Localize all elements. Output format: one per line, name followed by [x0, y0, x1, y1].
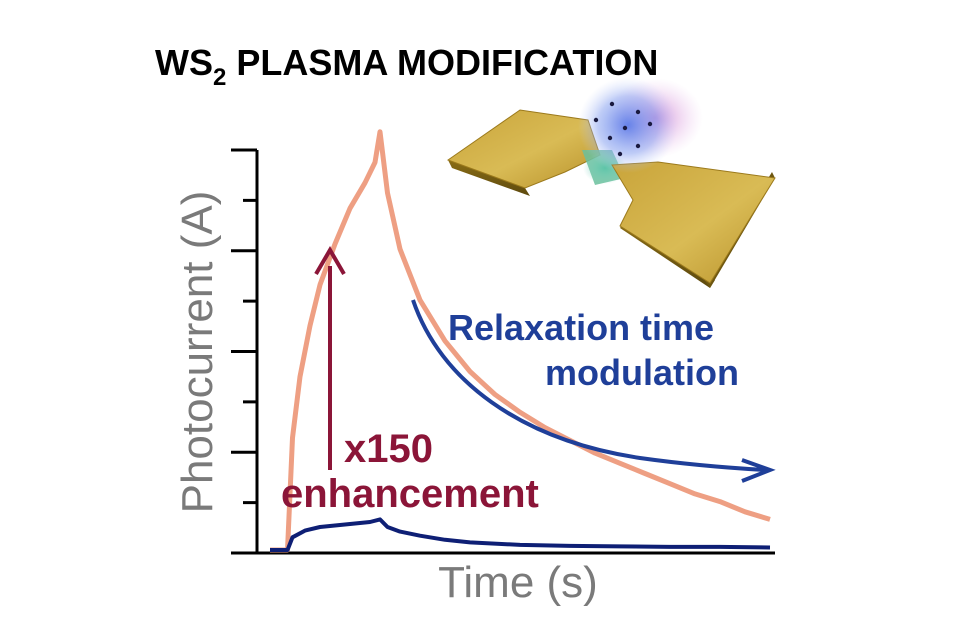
- enhancement-label: enhancement: [281, 472, 539, 516]
- x-axis-label: Time (s): [438, 558, 598, 607]
- y-ticks: [231, 148, 257, 555]
- chart-title: WS2 PLASMA MODIFICATION: [155, 42, 658, 91]
- series-line-plasma-treated: [270, 129, 771, 553]
- series-line-pristine: [270, 517, 771, 552]
- relaxation-label-line1: Relaxation time: [448, 307, 714, 348]
- series-layer: [270, 129, 771, 553]
- relaxation-label-line2: modulation: [545, 352, 739, 393]
- relaxation-arrow: [411, 299, 776, 483]
- device-illustration: [446, 77, 776, 288]
- enhancement-factor-label: x150: [344, 427, 433, 471]
- enhancement-arrow: [314, 246, 346, 470]
- y-axis-label: Photocurrent (A): [173, 191, 222, 514]
